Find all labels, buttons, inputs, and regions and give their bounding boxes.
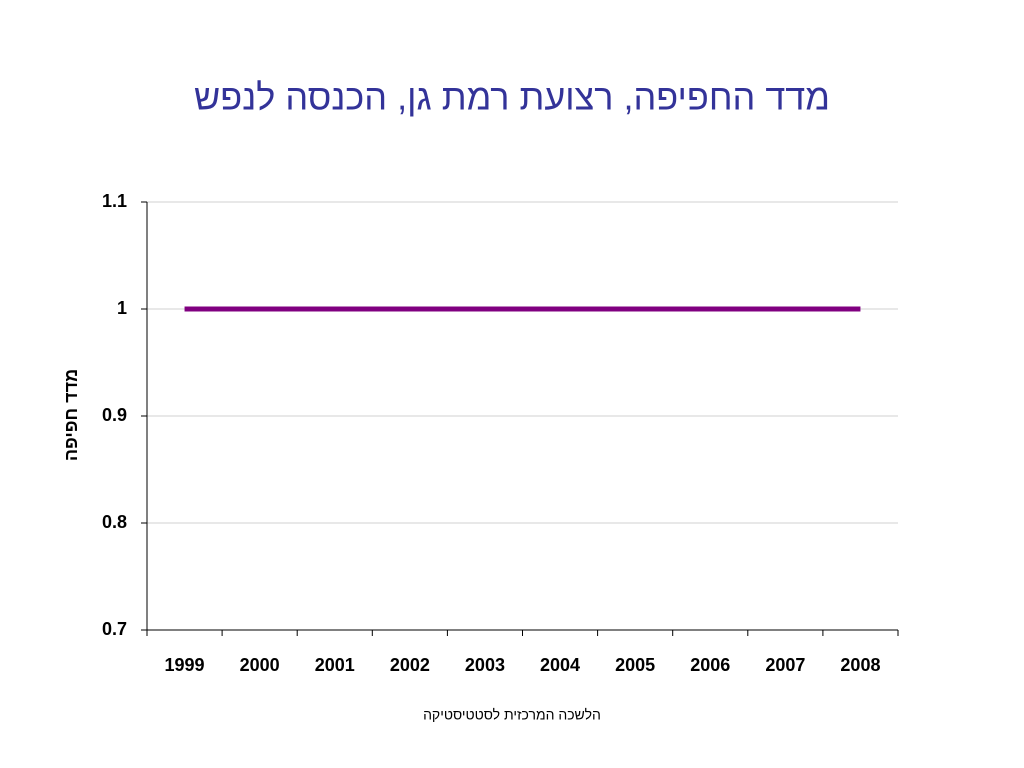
footer: הלשכה המרכזית לסטטיסטיקה [423, 707, 601, 723]
chart-title: מדד החפיפה, רצועת רמת גן, הכנסה לנפש [194, 77, 830, 118]
x-tick-label: 2000 [240, 655, 280, 675]
y-tick-label: 1.1 [102, 191, 127, 211]
x-tick-label: 2008 [840, 655, 880, 675]
x-tick-label: 2004 [540, 655, 580, 675]
y-axis-label: מדד חפיפה [61, 369, 81, 461]
x-tick-label: 2006 [690, 655, 730, 675]
y-tick-label: 1 [117, 298, 127, 318]
y-tick-label: 0.7 [102, 619, 127, 639]
x-tick-label: 1999 [165, 655, 205, 675]
x-tick-label: 2005 [615, 655, 655, 675]
x-tick-label: 2007 [765, 655, 805, 675]
x-tick-label: 2001 [315, 655, 355, 675]
x-tick-label: 2002 [390, 655, 430, 675]
y-tick-label: 0.9 [102, 405, 127, 425]
x-tick-label: 2003 [465, 655, 505, 675]
y-tick-label: 0.8 [102, 512, 127, 532]
